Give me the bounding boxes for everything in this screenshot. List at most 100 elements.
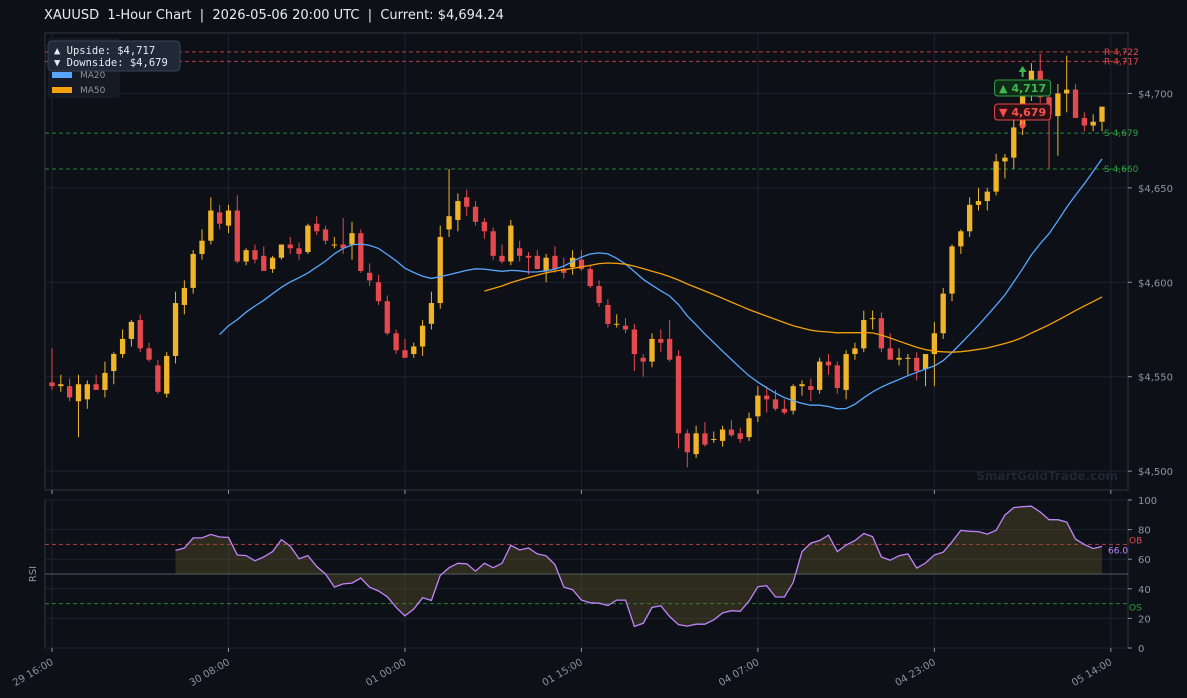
rsi-tick-label: 60 xyxy=(1138,555,1151,566)
candle-body xyxy=(755,395,761,417)
candle-body xyxy=(75,384,82,402)
candle-body xyxy=(711,439,717,441)
candle-body xyxy=(781,408,787,413)
rsi-tick-label: 100 xyxy=(1138,496,1157,507)
candle-body xyxy=(384,301,390,334)
candle-body xyxy=(375,282,382,302)
candle-body xyxy=(614,323,620,325)
candle-body xyxy=(587,269,593,287)
candle-body xyxy=(799,384,805,387)
rsi-tick-label: 0 xyxy=(1138,644,1144,655)
rsi-tick-label: 20 xyxy=(1138,614,1151,625)
candle-body xyxy=(825,361,832,366)
candlesticks xyxy=(49,53,1105,468)
candle-body xyxy=(525,255,532,258)
candle-body xyxy=(817,361,823,390)
candle-body xyxy=(658,338,664,343)
candle-body xyxy=(552,255,558,270)
level-label: R 4,722 xyxy=(1104,48,1139,58)
candle-body xyxy=(199,240,205,254)
candle-body xyxy=(543,257,549,271)
candle-body xyxy=(358,233,364,271)
candle-body xyxy=(843,354,849,390)
price-tick-label: $4,550 xyxy=(1138,373,1173,384)
candle-body xyxy=(278,244,285,258)
candle-body xyxy=(534,255,540,270)
candle-body xyxy=(269,257,276,270)
candle-body xyxy=(225,210,232,226)
candle-body xyxy=(464,197,470,207)
candle-body xyxy=(340,244,346,249)
candle-body xyxy=(481,221,487,232)
candle-body xyxy=(102,372,108,390)
candle-body xyxy=(208,210,214,241)
candle-body xyxy=(790,386,796,411)
candle-body xyxy=(190,253,196,288)
price-tick-label: $4,650 xyxy=(1138,184,1173,195)
candle-body xyxy=(111,354,117,372)
level-label: S 4,660 xyxy=(1104,165,1139,175)
candle-body xyxy=(702,433,708,445)
price-tick-label: $4,700 xyxy=(1138,89,1173,100)
candle-body xyxy=(172,303,179,356)
candle-body xyxy=(922,354,929,370)
rsi-line xyxy=(175,505,1103,628)
candle-body xyxy=(331,244,337,246)
candle-body xyxy=(940,293,946,334)
candle-body xyxy=(146,348,152,360)
candle-body xyxy=(569,257,576,268)
candle-body xyxy=(596,286,602,304)
candle-body xyxy=(667,338,673,360)
candle-body xyxy=(631,329,637,355)
time-tick-label: 01 00:00 xyxy=(364,657,408,689)
candle-body xyxy=(684,433,690,453)
candle-body xyxy=(993,161,999,192)
candle-body xyxy=(675,355,682,434)
time-tick-label: 04 23:00 xyxy=(894,657,938,689)
candle-body xyxy=(93,384,99,390)
candle-body xyxy=(852,348,858,355)
info-box xyxy=(47,40,181,72)
ma20-line xyxy=(219,158,1103,410)
candle-body xyxy=(349,233,355,245)
downside-info: ▼ Downside: $4,679 xyxy=(54,57,168,69)
candle-body xyxy=(764,395,770,400)
rsi-level-label: OS xyxy=(1129,604,1142,614)
candle-body xyxy=(428,303,435,324)
upside-info: ▲ Upside: $4,717 xyxy=(54,45,155,57)
candle-body xyxy=(719,429,726,441)
candle-body xyxy=(234,210,240,262)
candle-body xyxy=(261,255,267,271)
candle-body xyxy=(958,231,964,247)
candle-body xyxy=(1064,89,1070,94)
candle-body xyxy=(967,204,973,232)
candle-body xyxy=(128,321,135,339)
candle-body xyxy=(402,350,408,358)
ma50-line xyxy=(484,262,1103,353)
time-tick-label: 01 15:00 xyxy=(541,657,585,689)
candle-body xyxy=(746,418,752,438)
candle-body xyxy=(772,399,779,409)
candle-body xyxy=(137,320,143,349)
ma20-legend-label: MA20 xyxy=(80,71,106,81)
candle-body xyxy=(411,346,417,355)
rsi-last-label: 66.0 xyxy=(1108,546,1128,556)
candle-body xyxy=(119,338,126,355)
price-tick-label: $4,500 xyxy=(1138,467,1173,478)
rsi-axis-label: RSI xyxy=(28,566,39,582)
candle-body xyxy=(949,246,955,294)
candle-body xyxy=(1055,93,1061,117)
candle-body xyxy=(243,250,249,262)
candle-body xyxy=(1002,157,1008,162)
candle-body xyxy=(296,248,302,254)
candle-body xyxy=(314,223,320,232)
candle-body xyxy=(1072,89,1079,118)
candle-body xyxy=(1099,106,1105,122)
time-tick-label: 04 07:00 xyxy=(717,657,761,689)
rsi-panel: OB OS 66.0 xyxy=(45,505,1142,628)
candle-body xyxy=(84,384,90,400)
candle-body xyxy=(252,250,258,260)
candle-body xyxy=(490,231,496,256)
candle-body xyxy=(861,320,867,349)
